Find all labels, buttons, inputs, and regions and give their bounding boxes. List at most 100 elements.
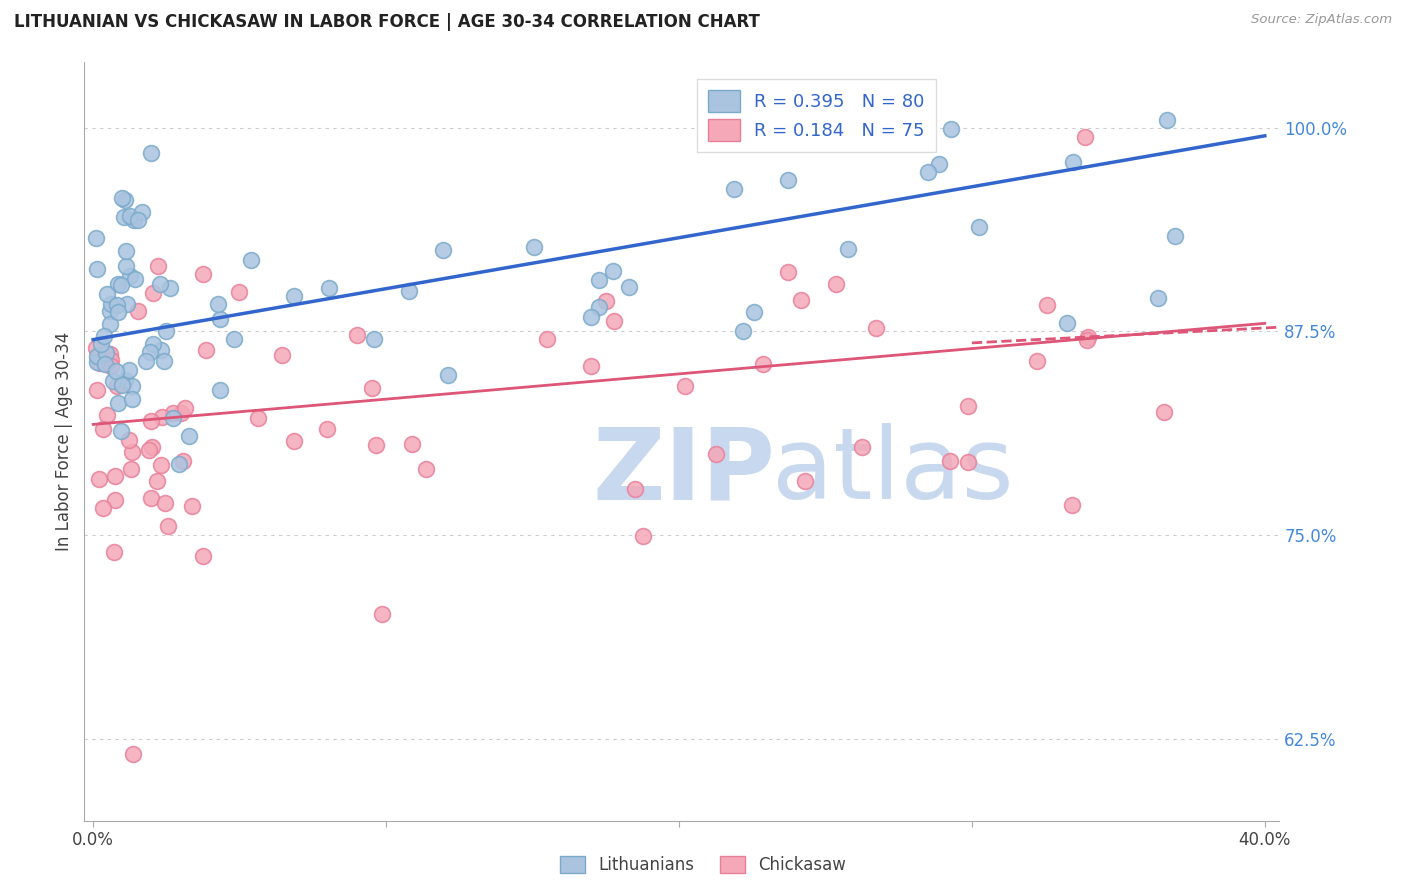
Point (172, 454, 194, 468)
Point (1026, 353, 1049, 368)
Point (127, 213, 149, 227)
Point (969, 220, 991, 235)
Point (240, 252, 263, 267)
Point (181, 500, 204, 514)
Point (162, 411, 184, 425)
Point (138, 442, 160, 457)
Point (107, 277, 129, 291)
Point (170, 406, 193, 420)
Point (731, 324, 754, 338)
Point (247, 411, 270, 425)
Point (135, 354, 157, 368)
Point (366, 438, 388, 452)
Point (723, 182, 745, 196)
Point (588, 273, 610, 287)
Point (138, 345, 160, 359)
Point (111, 378, 134, 392)
Point (86, 384, 108, 398)
Point (793, 474, 815, 488)
Point (283, 434, 305, 448)
Point (124, 272, 146, 286)
Point (86, 355, 108, 369)
Point (588, 301, 610, 315)
Point (90, 337, 112, 351)
Point (100, 297, 122, 311)
Point (939, 122, 962, 136)
Point (110, 277, 132, 292)
Point (112, 376, 135, 390)
Point (224, 332, 246, 346)
Point (631, 528, 654, 542)
Point (208, 311, 231, 326)
Point (89, 356, 111, 370)
Point (114, 244, 136, 259)
Point (104, 469, 127, 483)
Point (623, 482, 645, 496)
Point (148, 259, 170, 273)
Text: ZIP: ZIP (592, 424, 775, 520)
Point (91, 422, 114, 436)
Point (118, 209, 141, 223)
Point (536, 332, 558, 346)
Point (94, 357, 117, 371)
Point (118, 268, 141, 283)
Point (141, 440, 163, 454)
Point (778, 265, 800, 279)
Point (105, 378, 128, 392)
Point (114, 193, 136, 207)
Point (159, 281, 181, 295)
Point (174, 401, 197, 415)
Point (619, 279, 641, 293)
Point (118, 363, 141, 377)
Point (270, 348, 292, 362)
Point (115, 259, 138, 273)
Point (316, 422, 339, 436)
Point (98, 346, 121, 360)
Point (1147, 291, 1170, 305)
Point (917, 165, 939, 179)
Point (191, 267, 214, 281)
Point (824, 277, 846, 291)
Text: LITHUANIAN VS CHICKASAW IN LABOR FORCE | AGE 30-34 CORRELATION CHART: LITHUANIAN VS CHICKASAW IN LABOR FORCE |… (14, 13, 759, 31)
Point (228, 285, 250, 300)
Point (1062, 155, 1084, 169)
Point (142, 337, 165, 351)
Point (103, 545, 125, 559)
Point (105, 298, 128, 312)
Point (110, 425, 132, 439)
Point (98, 303, 121, 318)
Legend: Lithuanians, Chickasaw: Lithuanians, Chickasaw (554, 849, 852, 881)
Point (436, 368, 458, 383)
Legend: R = 0.395   N = 80, R = 0.184   N = 75: R = 0.395 N = 80, R = 0.184 N = 75 (697, 79, 936, 152)
Point (142, 286, 165, 301)
Point (602, 263, 624, 277)
Point (121, 378, 143, 392)
Point (752, 357, 775, 371)
Point (363, 332, 385, 346)
Point (1156, 112, 1178, 127)
Point (114, 373, 136, 387)
Point (1036, 298, 1059, 312)
Point (101, 374, 124, 388)
Point (149, 458, 172, 473)
Point (195, 343, 218, 358)
Point (141, 413, 163, 427)
Point (193, 549, 215, 564)
Point (141, 145, 163, 160)
Point (865, 320, 887, 334)
Point (131, 204, 153, 219)
Point (673, 379, 696, 393)
Point (96, 287, 118, 301)
Point (93, 329, 115, 343)
Point (153, 496, 176, 510)
Point (100, 352, 122, 367)
Point (120, 462, 142, 476)
Point (84, 230, 107, 244)
Point (122, 213, 145, 227)
Point (167, 457, 190, 471)
Point (581, 310, 603, 325)
Point (744, 305, 766, 319)
Point (96, 409, 118, 423)
Point (346, 328, 368, 343)
Point (141, 491, 163, 505)
